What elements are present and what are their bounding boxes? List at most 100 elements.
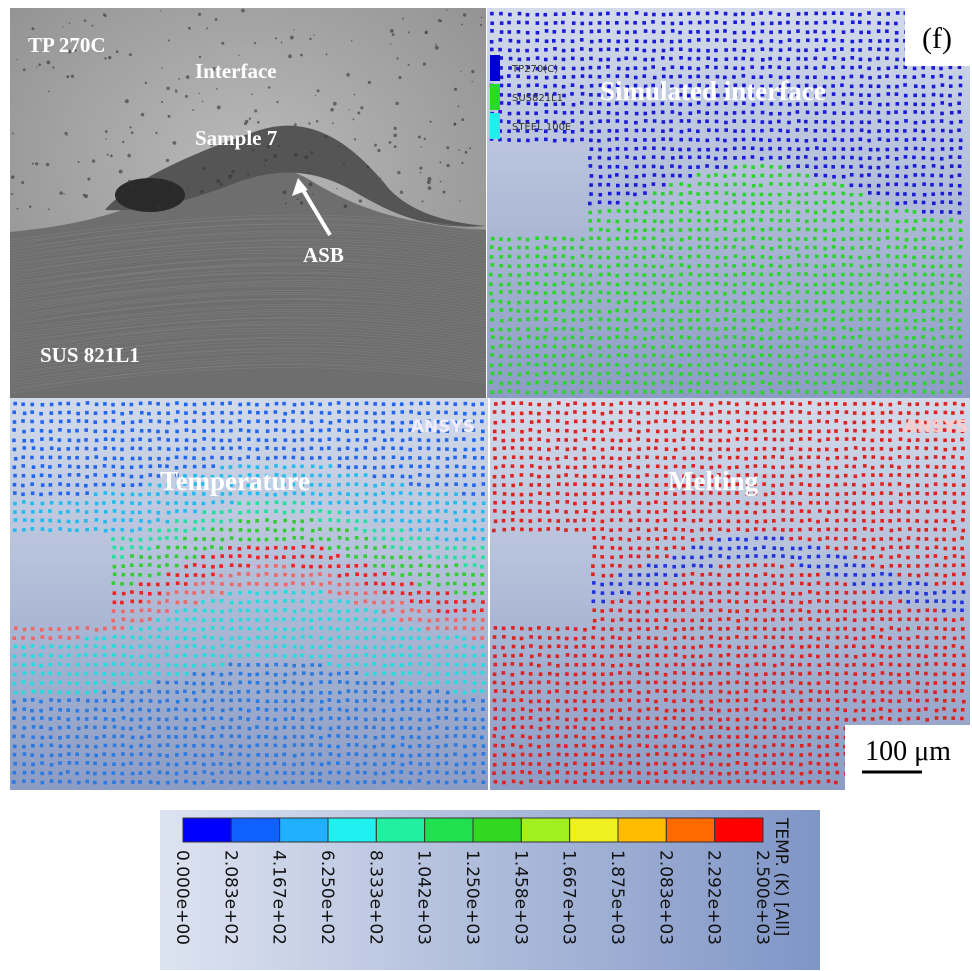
speck [465,151,468,154]
particle [102,672,106,676]
particle [867,256,871,260]
particle [951,411,955,415]
particle [436,545,440,549]
particle [823,120,827,124]
particle [337,438,341,442]
particle [266,618,270,622]
particle [75,752,79,756]
particle [409,482,413,486]
particle [493,456,497,460]
particle [580,381,584,385]
particle [22,528,26,532]
particle [863,429,867,433]
particle [391,770,395,774]
particle [104,717,108,721]
speck [186,75,190,79]
particle [346,501,350,505]
particle [940,94,944,98]
particle [535,381,539,385]
particle [707,155,711,159]
speck [446,164,449,167]
particle [31,671,35,675]
speck [294,153,298,157]
particle [374,555,378,559]
particle [736,456,740,460]
particle [916,456,920,460]
particle [862,412,866,416]
particle [553,283,557,287]
particle [554,110,558,114]
particle [841,101,845,105]
particle [692,438,696,442]
particle [680,66,684,70]
particle [473,528,477,532]
particle [147,492,151,496]
particle [192,456,196,460]
particle [193,403,197,407]
particle [400,483,404,487]
particle [428,501,432,505]
particle [219,762,223,766]
particle [67,456,71,460]
particle [923,382,927,386]
particle [844,447,848,451]
particle [500,30,504,34]
particle [860,218,864,222]
particle [446,591,450,595]
particle [781,448,785,452]
particle [364,754,368,758]
particle [751,290,755,294]
particle [167,546,171,550]
particle [733,353,737,357]
particle [50,743,54,747]
particle [274,673,278,677]
particle [652,30,656,34]
particle [166,403,170,407]
particle [356,510,360,514]
particle [93,653,97,657]
particle [850,40,854,44]
particle [23,518,27,522]
particle [771,455,775,459]
particle [960,411,964,415]
particle [166,520,170,524]
particle [256,600,260,604]
particle [211,555,215,559]
particle [472,610,476,614]
particle [823,326,827,330]
particle [679,192,683,196]
particle [583,403,587,407]
particle [606,119,610,123]
particle [617,353,621,357]
particle [48,690,52,694]
particle [726,439,730,443]
particle [381,482,385,486]
particle [131,772,135,776]
particle [652,246,656,250]
particle [455,726,459,730]
particle [698,274,702,278]
particle [48,465,52,469]
particle [94,527,98,531]
particle [867,327,871,331]
particle [455,474,459,478]
particle [291,599,295,603]
particle [49,627,53,631]
particle [832,211,836,215]
particle [228,592,232,596]
particle [778,265,782,269]
particle [562,291,566,295]
particle [428,510,432,514]
particle [49,727,53,731]
particle [239,609,243,613]
particle [103,429,107,433]
particle [922,237,926,241]
particle [887,327,891,331]
particle [808,430,812,434]
particle [579,328,583,332]
particle [526,39,530,43]
particle [904,354,908,358]
particle [319,671,323,675]
particle [392,403,396,407]
particle [409,528,413,532]
